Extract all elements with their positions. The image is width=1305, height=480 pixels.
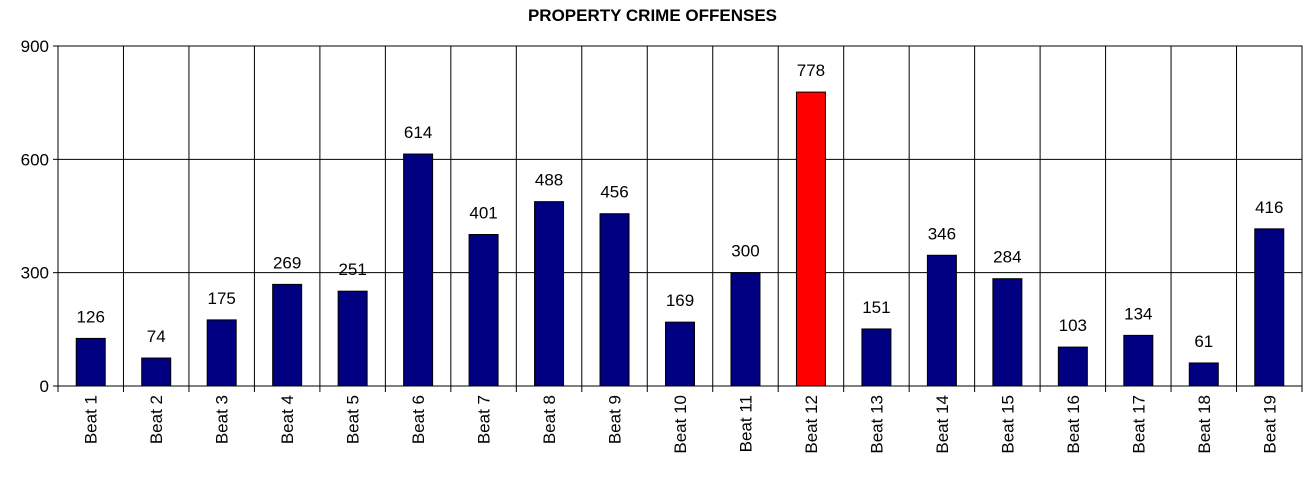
bar	[206, 319, 237, 387]
category-label: Beat 6	[409, 395, 428, 444]
bar	[1057, 346, 1088, 387]
data-label: 134	[1124, 304, 1152, 323]
bar	[534, 201, 565, 387]
bar	[337, 290, 368, 387]
y-tick-label: 600	[21, 150, 49, 169]
data-label: 488	[535, 171, 563, 190]
bar	[926, 254, 957, 387]
category-label: Beat 12	[802, 395, 821, 454]
category-label: Beat 13	[867, 395, 886, 454]
grid-layer	[57, 45, 1303, 387]
bar	[1188, 362, 1219, 387]
bar	[992, 278, 1023, 387]
bar	[403, 153, 434, 387]
category-label: Beat 18	[1195, 395, 1214, 454]
data-label: 269	[273, 253, 301, 272]
data-label: 300	[731, 242, 759, 261]
data-label: 126	[77, 307, 105, 326]
category-label: Beat 8	[540, 395, 559, 444]
bar	[730, 272, 761, 387]
category-label: Beat 14	[933, 395, 952, 454]
data-label: 175	[207, 289, 235, 308]
category-label: Beat 11	[736, 395, 755, 452]
category-label: Beat 10	[671, 395, 690, 454]
data-label: 346	[928, 224, 956, 243]
data-label: 778	[797, 61, 825, 80]
bar	[272, 283, 303, 387]
category-label: Beat 15	[998, 395, 1017, 454]
bar	[75, 337, 106, 387]
bar	[599, 213, 630, 387]
data-label: 151	[862, 298, 890, 317]
data-label: 169	[666, 291, 694, 310]
category-label: Beat 17	[1129, 395, 1148, 454]
data-label: 401	[469, 204, 497, 223]
category-label: Beat 4	[278, 395, 297, 444]
data-label: 74	[147, 327, 166, 346]
category-label: Beat 19	[1260, 395, 1279, 454]
data-label: 416	[1255, 198, 1283, 217]
data-label: 284	[993, 248, 1021, 267]
bar	[665, 321, 695, 387]
category-label: Beat 5	[344, 395, 363, 444]
bar	[141, 357, 172, 387]
category-label: Beat 16	[1064, 395, 1083, 454]
category-label: Beat 3	[213, 395, 232, 444]
y-tick-label: 0	[40, 377, 49, 396]
bar	[1123, 334, 1154, 387]
label-layer: 126 Beat 1 74 Beat 2 175 Beat 3 269 Beat 4 251 Be…	[77, 61, 1284, 454]
data-label: 456	[600, 183, 628, 202]
bar-layer	[75, 91, 1285, 387]
chart-title: PROPERTY CRIME OFFENSES	[527, 6, 778, 25]
bar	[468, 234, 499, 387]
axis-layer: 0 300 600 900	[21, 37, 1303, 396]
data-label: 61	[1194, 332, 1213, 351]
y-tick-label: 900	[21, 37, 49, 56]
category-label: Beat 1	[82, 395, 101, 444]
data-label: 103	[1059, 316, 1087, 335]
category-label: Beat 7	[475, 395, 494, 444]
bar	[861, 328, 892, 387]
bar	[795, 91, 826, 387]
data-label: 614	[404, 123, 432, 142]
bar	[1254, 228, 1285, 387]
y-tick-label: 300	[21, 264, 49, 283]
data-label: 251	[338, 260, 366, 279]
category-label: Beat 2	[147, 395, 166, 444]
category-label: Beat 9	[606, 395, 625, 444]
